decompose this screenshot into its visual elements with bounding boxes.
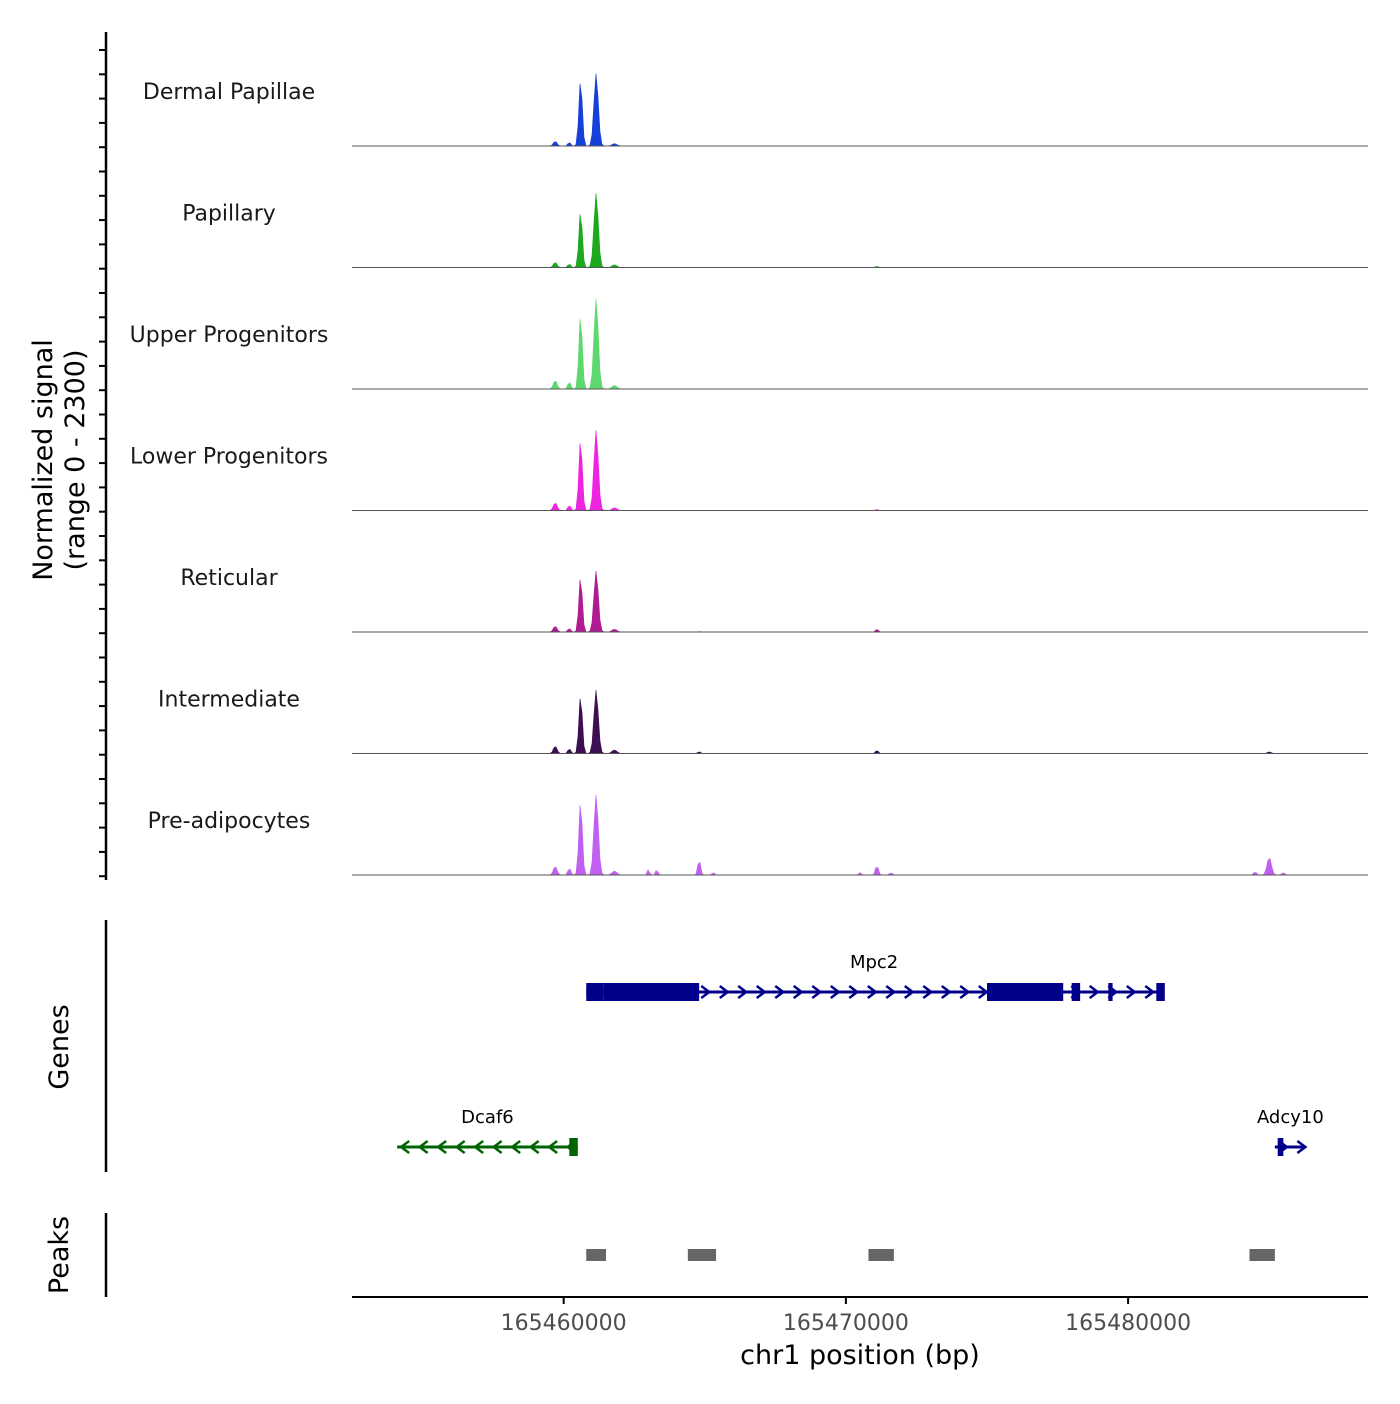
strand-arrow [473, 1140, 484, 1154]
strand-arrow [417, 1140, 429, 1154]
peak-region [1249, 1249, 1275, 1261]
strand-arrow [547, 1140, 558, 1154]
gene-exon [586, 983, 604, 1001]
gene-exon [1108, 983, 1113, 1001]
strand-arrow [1088, 985, 1100, 999]
track-label: Upper Progenitors [130, 323, 329, 348]
peak-region [586, 1249, 606, 1261]
coverage-track: Intermediate [158, 688, 1368, 754]
strand-arrow [1144, 985, 1156, 999]
track-label: Pre-adipocytes [148, 809, 311, 834]
track-label: Intermediate [158, 688, 300, 713]
peak-regions [586, 1249, 1275, 1261]
strand-arrow [774, 985, 786, 999]
strand-arrow [792, 985, 804, 999]
gene-exon [1071, 983, 1081, 1001]
x-tick-label: 165470000 [783, 1311, 909, 1336]
gene-exon [1156, 983, 1165, 1001]
strand-arrow [454, 1140, 466, 1154]
x-tick-label: 165480000 [1065, 1311, 1191, 1336]
y-axis-label: Normalized signal(range 0 - 2300) [28, 339, 91, 581]
gene-annotations: Mpc2 Dcaf6 Adcy10 [397, 952, 1324, 1156]
strand-arrow [755, 985, 767, 999]
peaks-panel-label: Peaks [44, 1216, 75, 1294]
coverage-track: Lower Progenitors [130, 430, 1368, 511]
strand-arrow [700, 985, 712, 999]
strand-arrow [1125, 985, 1137, 999]
strand-arrow [510, 1140, 521, 1154]
gene-exon [603, 983, 700, 1001]
coverage-track: Dermal Papillae [143, 73, 1368, 147]
peak-region [687, 1249, 717, 1261]
strand-arrow [737, 985, 749, 999]
coverage-track: Papillary [182, 193, 1368, 268]
track-label: Reticular [180, 566, 278, 591]
y-axis-label-line: Normalized signal [28, 339, 59, 581]
gene-exon [987, 983, 1064, 1001]
strand-arrow [977, 985, 989, 999]
strand-arrow [1296, 1140, 1308, 1154]
strand-arrow [436, 1140, 447, 1154]
strand-arrow [922, 985, 934, 999]
strand-arrow [940, 985, 952, 999]
genes-panel-label: Genes [44, 1004, 75, 1089]
strand-arrow [718, 985, 730, 999]
gene-label: Dcaf6 [461, 1107, 514, 1128]
y-axis-label-line: (range 0 - 2300) [60, 350, 91, 571]
track-label: Lower Progenitors [130, 445, 328, 470]
x-tick-label: 165460000 [501, 1311, 627, 1336]
gene-exon [569, 1138, 578, 1156]
coverage-track: Upper Progenitors [130, 299, 1368, 390]
strand-arrow [829, 985, 841, 999]
strand-arrow [848, 985, 860, 999]
x-axis-ticks: 165460000 165470000 165480000 [501, 1297, 1191, 1336]
coverage-tracks: Dermal Papillae Papillary Upper Progenitor… [130, 73, 1368, 876]
track-label: Papillary [182, 202, 276, 227]
gene-label: Mpc2 [850, 952, 898, 973]
peak-region [868, 1249, 894, 1261]
coverage-track: Reticular [180, 566, 1368, 633]
gene: Mpc2 [586, 952, 1165, 1001]
strand-arrow [491, 1140, 503, 1154]
strand-arrow [866, 985, 878, 999]
gene-exon [1277, 1138, 1284, 1156]
strand-arrow [528, 1140, 540, 1154]
strand-arrow [811, 985, 823, 999]
gene: Adcy10 [1257, 1107, 1324, 1156]
track-label: Dermal Papillae [143, 80, 315, 105]
x-axis-label: chr1 position (bp) [740, 1340, 980, 1371]
coverage-track: Pre-adipocytes [148, 794, 1368, 876]
gene: Dcaf6 [397, 1107, 578, 1156]
strand-arrow [399, 1140, 410, 1154]
gene-label: Adcy10 [1257, 1107, 1324, 1128]
strand-arrow [903, 985, 915, 999]
strand-arrow [885, 985, 897, 999]
strand-arrow [959, 985, 971, 999]
